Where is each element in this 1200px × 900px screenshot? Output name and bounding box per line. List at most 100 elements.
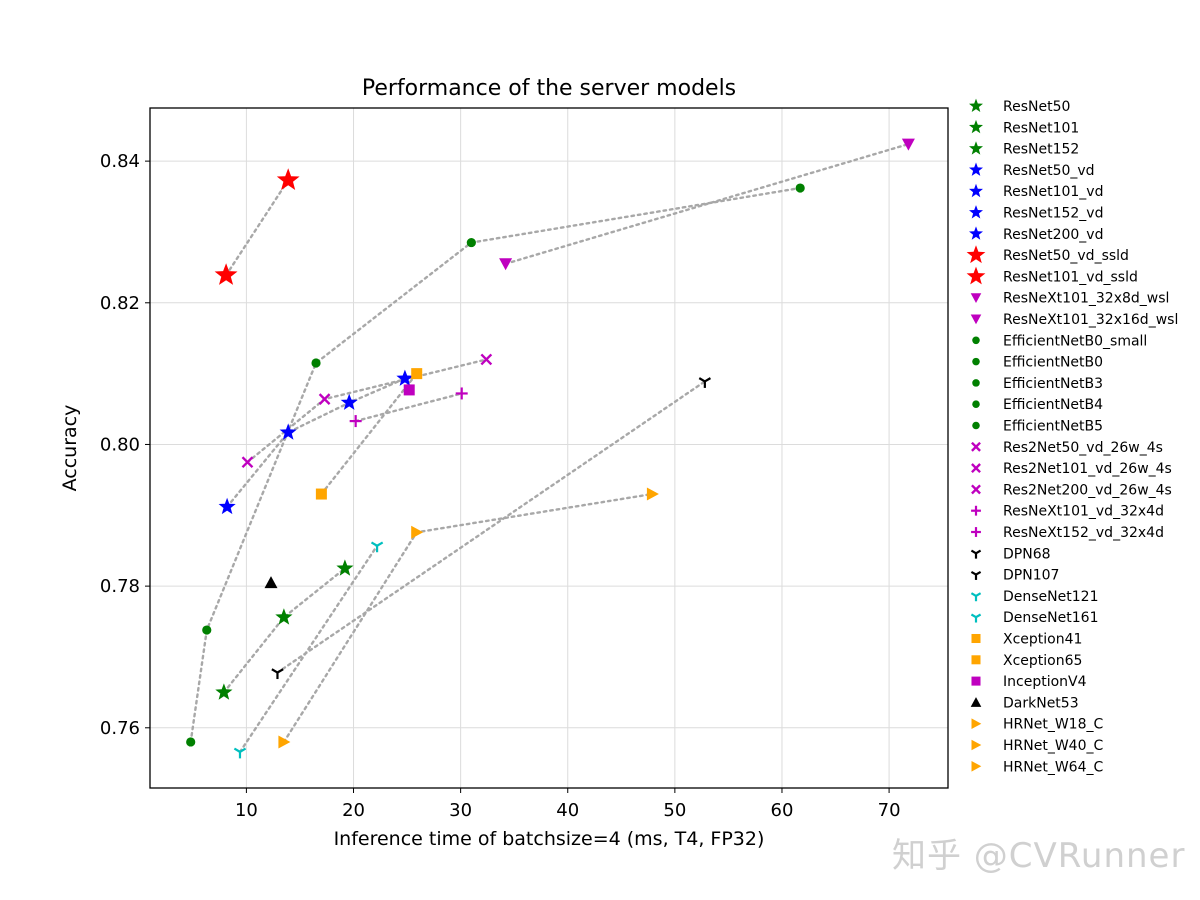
legend-marker xyxy=(969,226,983,240)
y-tick-label: 0.82 xyxy=(100,293,140,314)
legend-item: ResNet101_vd xyxy=(969,183,1103,200)
legend-marker xyxy=(972,336,980,345)
legend-marker xyxy=(971,527,981,537)
connection-line-xception xyxy=(320,372,418,496)
legend-marker xyxy=(970,697,982,707)
legend-label: HRNet_W18_C xyxy=(1003,717,1103,733)
legend-marker xyxy=(972,357,980,366)
x-axis-label: Inference time of batchsize=4 (ms, T4, F… xyxy=(334,828,765,850)
legend-label: ResNet101 xyxy=(1003,120,1079,136)
legend-label: ResNet152 xyxy=(1003,142,1079,158)
legend-item: EfficientNetB5 xyxy=(972,419,1103,435)
legend-marker xyxy=(969,205,983,219)
legend-marker xyxy=(972,379,980,387)
legend-marker xyxy=(969,119,983,134)
marker-densenet121 xyxy=(233,747,247,759)
legend-item: EfficientNetB0 xyxy=(972,355,1103,371)
x-tick-label: 10 xyxy=(235,800,258,821)
x-tick-label: 20 xyxy=(342,800,365,821)
legend-label: EfficientNetB5 xyxy=(1003,419,1103,435)
legend-marker xyxy=(971,633,981,644)
legend-label: Res2Net101_vd_26w_4s xyxy=(1003,461,1172,477)
marker-hrnet-w64-c xyxy=(646,487,659,501)
marker-efficientnetb0 xyxy=(202,625,212,635)
legend-item: HRNet_W64_C xyxy=(971,759,1103,775)
legend-item: EfficientNetB3 xyxy=(972,376,1103,392)
connection-line-res2net xyxy=(246,358,488,464)
connection-line-hrnet xyxy=(282,492,654,744)
legend-marker xyxy=(971,718,982,729)
marker-resnet50-vd xyxy=(218,497,236,515)
marker-resnet101-vd-ssld xyxy=(276,168,300,190)
marker-xception65 xyxy=(411,368,423,380)
legend-item: InceptionV4 xyxy=(971,674,1087,690)
connection-line-efficientnet xyxy=(189,186,802,744)
legend-item: ResNet101_vd_ssld xyxy=(966,266,1138,285)
marker-res2net50-vd-26w-4s xyxy=(241,456,254,469)
legend-label: Res2Net200_vd_26w_4s xyxy=(1003,482,1172,498)
connection-line-resnext-vd xyxy=(354,392,463,423)
legend-label: ResNet152_vd xyxy=(1003,206,1103,222)
marker-res2net101-vd-26w-4s xyxy=(318,393,331,405)
legend-item: Xception65 xyxy=(971,653,1082,669)
connection-line-dpn xyxy=(276,380,707,674)
legend-item: ResNeXt101_32x8d_wsl xyxy=(970,291,1169,307)
legend-label: ResNeXt101_vd_32x4d xyxy=(1003,504,1164,520)
connection-line-resnet-vd xyxy=(225,377,407,508)
legend-item: ResNet152_vd xyxy=(969,205,1103,222)
legend-item: Res2Net50_vd_26w_4s xyxy=(971,440,1163,456)
marker-inceptionv4 xyxy=(403,384,415,396)
marker-efficientnetb3 xyxy=(311,358,321,368)
plot-frame xyxy=(149,107,949,789)
legend-item: Xception41 xyxy=(971,632,1082,648)
legend-label: HRNet_W64_C xyxy=(1003,759,1103,775)
marker-xception41 xyxy=(315,488,327,500)
connection-line-resnet-vd-ssld xyxy=(224,178,290,277)
marker-resnext101-vd-32x4d xyxy=(349,415,362,428)
legend-item: ResNet50_vd xyxy=(969,162,1095,179)
marker-resnet152-vd xyxy=(340,393,358,410)
legend-item: DarkNet53 xyxy=(970,695,1079,711)
y-tick-label: 0.80 xyxy=(100,434,140,455)
legend-label: ResNet50_vd xyxy=(1003,163,1095,179)
marker-resnext152-vd-32x4d xyxy=(455,387,468,400)
legend-marker xyxy=(969,183,983,198)
marker-densenet161 xyxy=(370,541,384,553)
watermark: 知乎 @CVRunner xyxy=(892,836,1186,876)
legend-marker xyxy=(970,314,982,325)
legend-label: DPN107 xyxy=(1003,568,1059,584)
legend-item: ResNet152 xyxy=(969,141,1079,158)
legend-label: EfficientNetB4 xyxy=(1003,397,1103,413)
legend-marker xyxy=(970,613,982,623)
legend-label: ResNeXt101_32x16d_wsl xyxy=(1003,312,1178,328)
legend-label: DarkNet53 xyxy=(1003,695,1079,711)
marker-resnet50 xyxy=(275,608,293,625)
x-tick-label: 40 xyxy=(556,800,579,821)
legend-marker xyxy=(972,400,980,408)
legend-label: ResNeXt101_32x8d_wsl xyxy=(1003,291,1169,307)
legend-marker xyxy=(971,441,981,452)
data-markers xyxy=(186,138,915,759)
legend-item: ResNeXt152_vd_32x4d xyxy=(971,525,1164,541)
legend-marker xyxy=(970,293,982,303)
legend-marker xyxy=(969,162,983,176)
legend-label: EfficientNetB0_small xyxy=(1003,333,1147,349)
marker-efficientnetb0-small xyxy=(186,737,196,747)
legend-item: ResNet50_vd_ssld xyxy=(966,245,1129,264)
legend-label: ResNet101_vd xyxy=(1003,184,1103,200)
legend-marker xyxy=(969,98,983,112)
connection-lines xyxy=(189,142,910,754)
legend-label: Xception65 xyxy=(1003,653,1082,669)
legend-item: ResNeXt101_vd_32x4d xyxy=(971,504,1164,520)
legend-marker xyxy=(970,592,982,602)
legend-marker xyxy=(971,739,982,751)
connection-line-resnext-wsl xyxy=(504,142,910,265)
legend-label: HRNet_W40_C xyxy=(1003,738,1103,754)
legend-label: ResNet50_vd_ssld xyxy=(1003,248,1129,264)
legend-item: DPN68 xyxy=(970,546,1051,562)
legend-item: ResNeXt101_32x16d_wsl xyxy=(970,312,1178,328)
connection-line-densenet xyxy=(238,544,379,754)
x-tick-label: 60 xyxy=(771,800,794,821)
grid-lines xyxy=(150,108,948,788)
